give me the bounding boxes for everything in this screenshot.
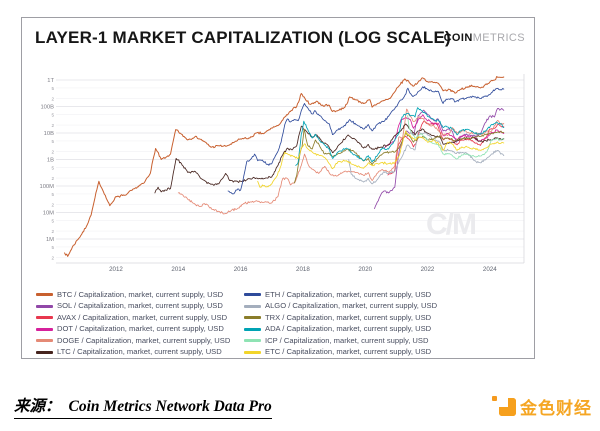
- legend-swatch: [244, 350, 261, 354]
- svg-text:5: 5: [51, 139, 54, 144]
- legend-label: SOL / Capitalization, market, current su…: [57, 301, 223, 311]
- coinmetrics-logo: COINMETRICS: [444, 32, 525, 44]
- source-text: Coin Metrics Network Data Pro: [68, 398, 272, 415]
- legend-swatch: [36, 316, 53, 320]
- svg-text:100M: 100M: [39, 184, 54, 190]
- svg-text:1T: 1T: [47, 78, 54, 84]
- svg-text:2022: 2022: [421, 266, 435, 273]
- svg-text:5: 5: [51, 86, 54, 91]
- svg-text:10M: 10M: [43, 211, 54, 217]
- legend-swatch: [36, 327, 53, 331]
- svg-text:1M: 1M: [46, 237, 54, 243]
- jinse-finance-icon: [492, 393, 516, 419]
- legend-item: AVAX / Capitalization, market, current s…: [36, 312, 244, 324]
- legend-swatch: [244, 327, 261, 331]
- cm-watermark: C/M: [426, 208, 477, 241]
- legend-label: BTC / Capitalization, market, current su…: [57, 289, 224, 299]
- svg-text:2: 2: [51, 229, 54, 234]
- legend-swatch: [244, 293, 261, 297]
- chart-panel: LAYER-1 MARKET CAPITALIZATION (LOG SCALE…: [21, 17, 535, 359]
- svg-text:2: 2: [51, 123, 54, 128]
- coinmetrics-logo-bold: COIN: [443, 32, 473, 44]
- source-attribution: 来源： Coin Metrics Network Data Pro: [14, 394, 272, 419]
- legend-label: ADA / Capitalization, market, current su…: [265, 324, 432, 334]
- svg-text:5: 5: [51, 245, 54, 250]
- svg-text:5: 5: [51, 192, 54, 197]
- coinmetrics-logo-light: METRICS: [472, 32, 525, 44]
- legend-swatch: [244, 316, 261, 320]
- legend-item: SOL / Capitalization, market, current su…: [36, 301, 244, 313]
- svg-text:2: 2: [51, 255, 54, 260]
- chart-area: 1T 5 2 100B 5 2 10B 5 2 1B 5 2 100M 5 2 10M 5 2 1M 5 2 2012 20…: [30, 66, 526, 278]
- svg-text:5: 5: [51, 165, 54, 170]
- jinse-finance-text: 金色财经: [520, 398, 592, 418]
- svg-text:2018: 2018: [296, 266, 310, 273]
- legend-item: ALGO / Capitalization, market, current s…: [244, 301, 437, 313]
- legend-label: ETH / Capitalization, market, current su…: [265, 289, 432, 299]
- svg-text:1B: 1B: [47, 158, 54, 164]
- legend-swatch: [244, 339, 261, 343]
- legend-item: ADA / Capitalization, market, current su…: [244, 324, 437, 336]
- svg-text:2012: 2012: [109, 266, 123, 273]
- svg-text:2: 2: [51, 149, 54, 154]
- legend-label: DOT / Capitalization, market, current su…: [57, 324, 224, 334]
- legend-item: ETC / Capitalization, market, current su…: [244, 347, 437, 359]
- chart-title: LAYER-1 MARKET CAPITALIZATION (LOG SCALE…: [35, 28, 451, 47]
- jinse-finance-logo: 金色财经: [492, 393, 592, 419]
- source-prefix: 来源：: [14, 398, 61, 415]
- legend-swatch: [36, 304, 53, 308]
- legend-item: BTC / Capitalization, market, current su…: [36, 289, 244, 301]
- legend-item: LTC / Capitalization, market, current su…: [36, 347, 244, 359]
- legend-label: AVAX / Capitalization, market, current s…: [57, 312, 228, 322]
- legend-swatch: [36, 293, 53, 297]
- svg-text:2014: 2014: [171, 266, 185, 273]
- legend-label: ALGO / Capitalization, market, current s…: [265, 301, 438, 311]
- legend-label: LTC / Capitalization, market, current su…: [57, 347, 222, 357]
- svg-text:5: 5: [51, 112, 54, 117]
- legend-label: ICP / Capitalization, market, current su…: [265, 335, 429, 345]
- svg-text:5: 5: [51, 218, 54, 223]
- svg-text:2020: 2020: [358, 266, 372, 273]
- svg-text:100B: 100B: [40, 105, 54, 111]
- legend-swatch: [36, 339, 53, 343]
- legend-label: DOGE / Capitalization, market, current s…: [57, 335, 231, 345]
- chart-legend: BTC / Capitalization, market, current su…: [36, 289, 437, 358]
- legend-swatch: [36, 350, 53, 354]
- legend-label: TRX / Capitalization, market, current su…: [265, 312, 432, 322]
- svg-text:2: 2: [51, 202, 54, 207]
- legend-swatch: [244, 304, 261, 308]
- svg-text:2: 2: [51, 96, 54, 101]
- legend-item: TRX / Capitalization, market, current su…: [244, 312, 437, 324]
- svg-text:2016: 2016: [234, 266, 248, 273]
- legend-item: ICP / Capitalization, market, current su…: [244, 335, 437, 347]
- svg-text:10B: 10B: [44, 131, 54, 137]
- legend-item: DOT / Capitalization, market, current su…: [36, 324, 244, 336]
- svg-text:2: 2: [51, 176, 54, 181]
- legend-item: DOGE / Capitalization, market, current s…: [36, 335, 244, 347]
- svg-text:2024: 2024: [483, 266, 497, 273]
- legend-item: ETH / Capitalization, market, current su…: [244, 289, 437, 301]
- legend-label: ETC / Capitalization, market, current su…: [265, 347, 432, 357]
